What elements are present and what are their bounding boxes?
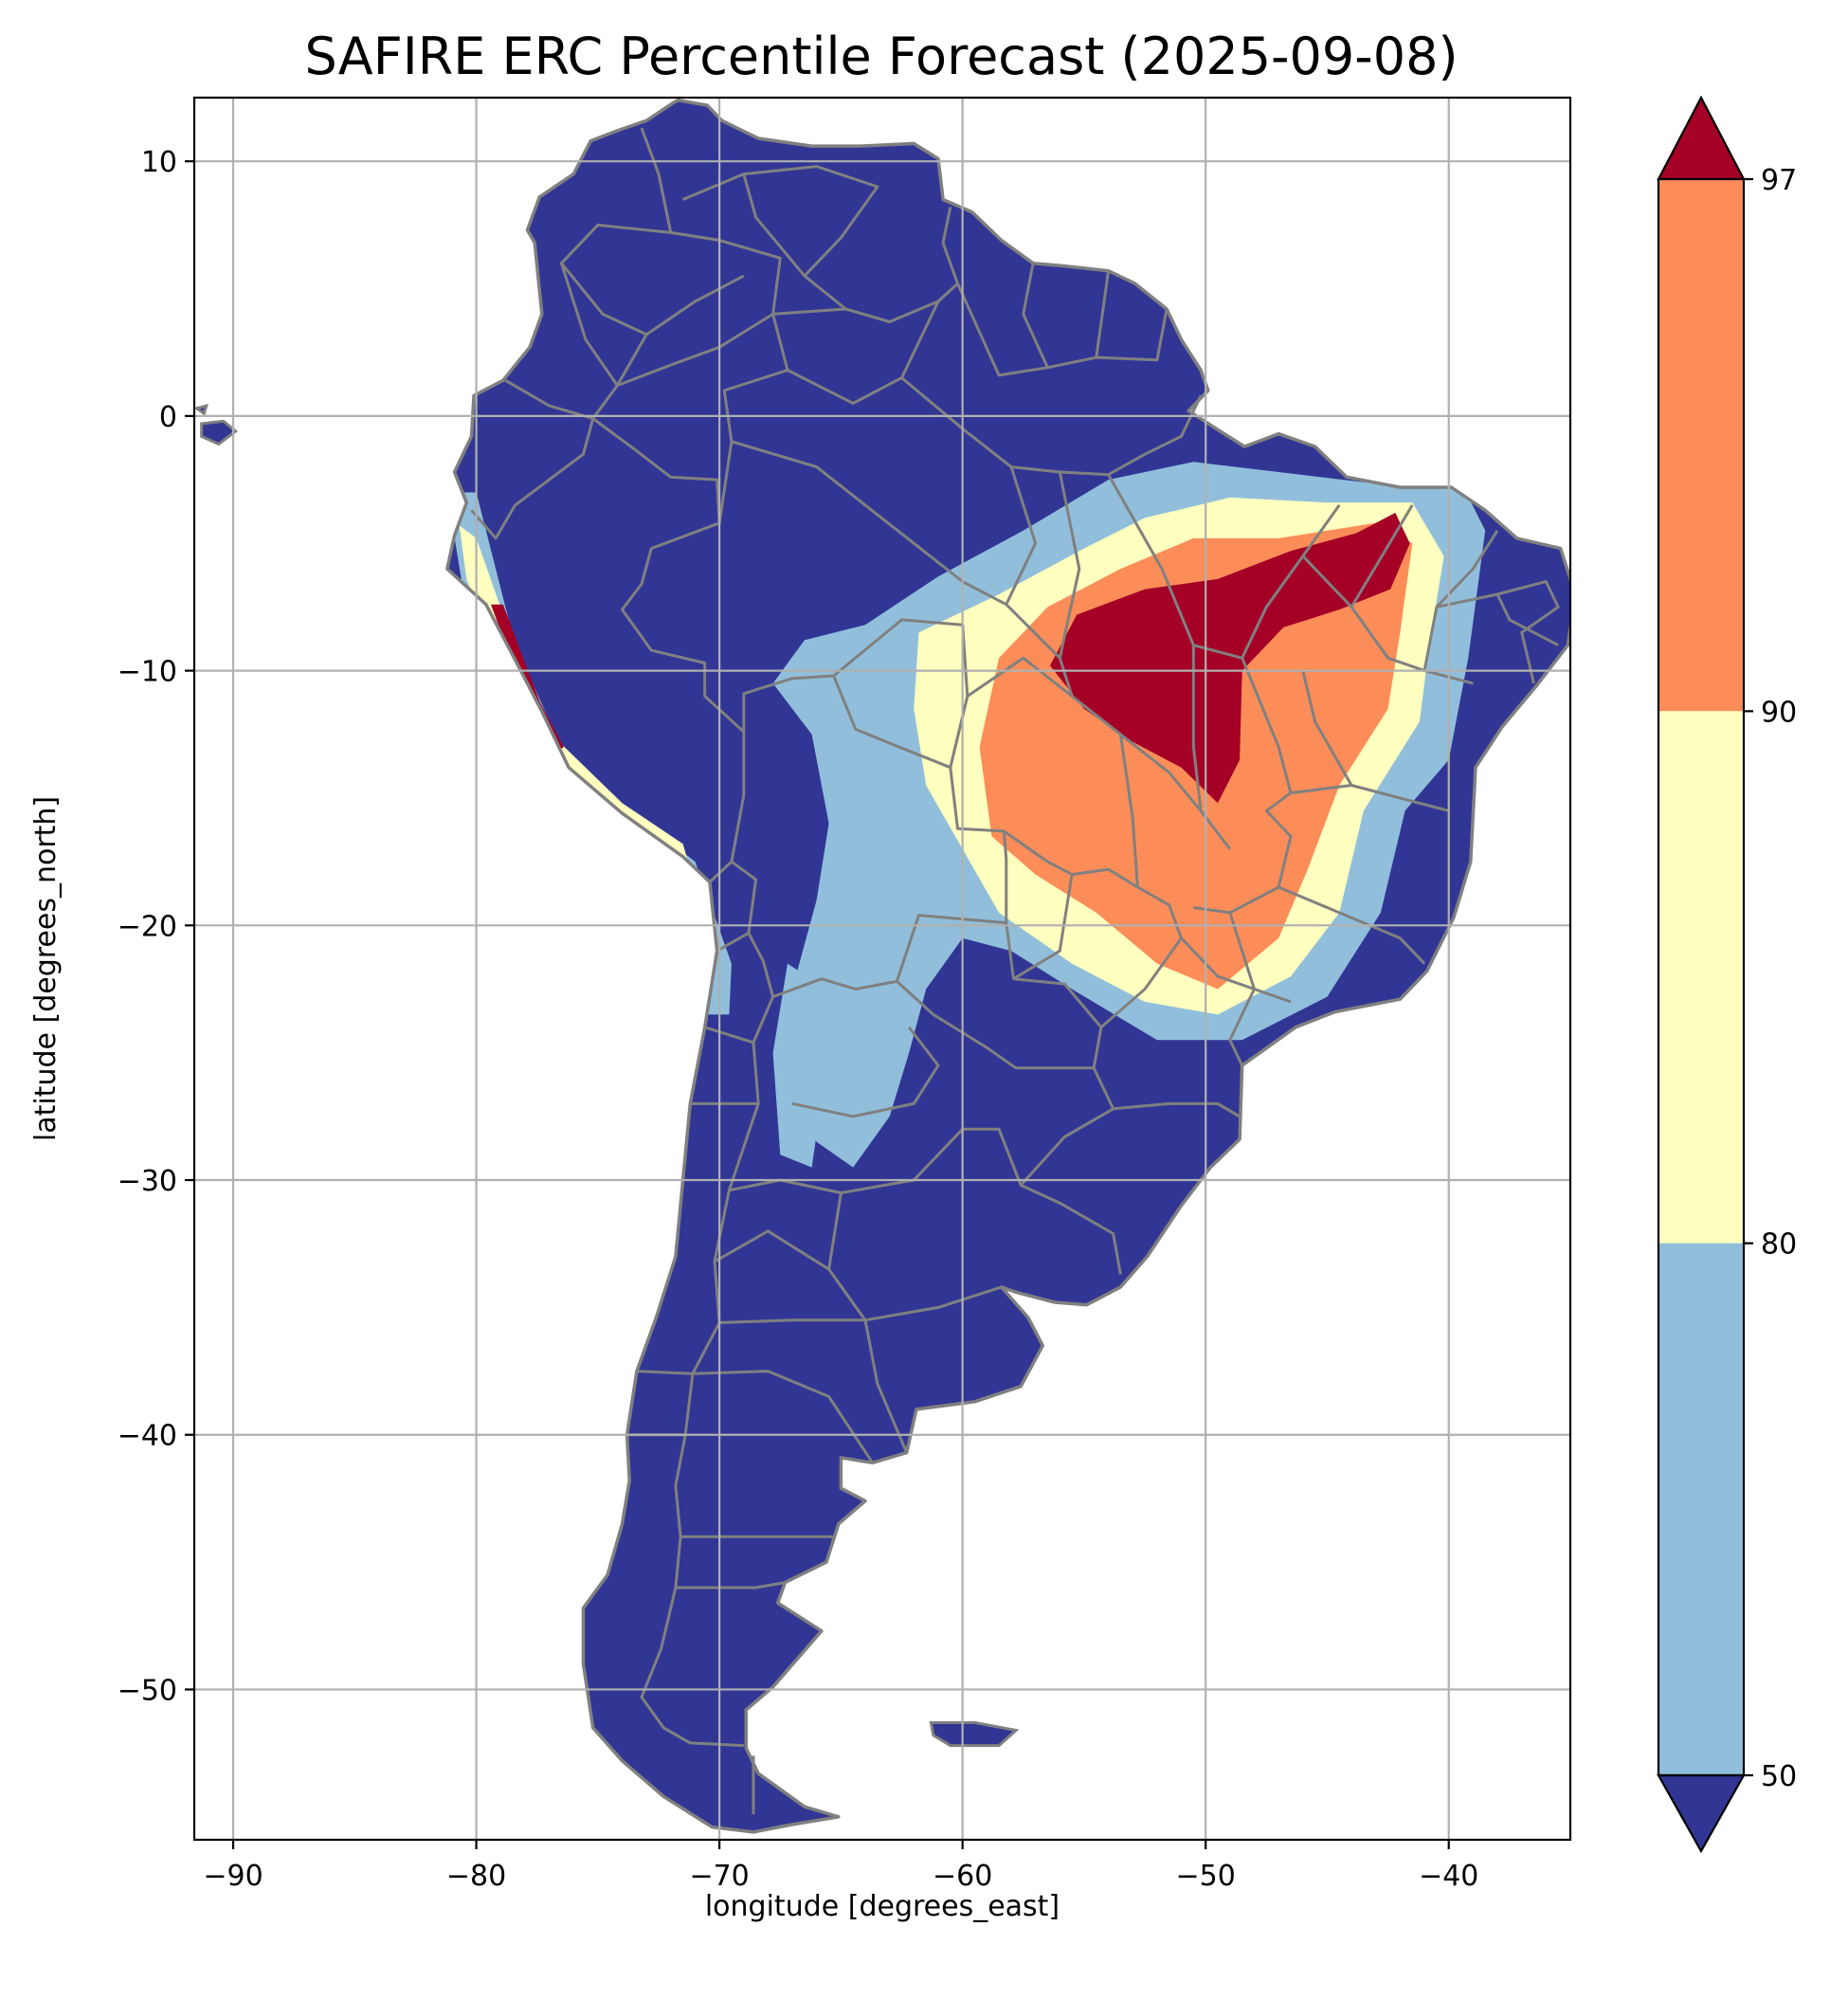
admin-border-line — [559, 263, 774, 388]
x-ticks: −90 −80 −70 −60 −50 −40 — [203, 1840, 1478, 1893]
y-tick-label: 10 — [141, 146, 177, 179]
admin-border-line — [1290, 784, 1450, 812]
admin-border-line — [1058, 471, 1081, 659]
y-tick-label: −40 — [118, 1420, 177, 1453]
admin-border-line — [692, 1370, 874, 1464]
admin-border-line — [1301, 554, 1474, 685]
chaco-light-region — [772, 963, 826, 1168]
admin-border-line — [719, 1285, 1003, 1324]
y-tick-label: −30 — [118, 1165, 177, 1198]
coastline — [445, 98, 1570, 1834]
admin-border-line — [787, 300, 940, 405]
admin-border-line — [1095, 270, 1111, 358]
x-tick-label: −50 — [1176, 1860, 1236, 1893]
colorbar-tick-label: 97 — [1761, 164, 1797, 197]
admin-border-line — [1012, 874, 1074, 980]
admin-border-line — [716, 932, 750, 953]
admin-border-line — [591, 334, 648, 420]
gridlines — [194, 98, 1570, 1840]
admin-border-line — [640, 996, 774, 1748]
x-tick-label: −80 — [446, 1860, 506, 1893]
colorbar-band-50-80 — [1658, 1243, 1744, 1775]
map-axes: −90 −80 −70 −60 −50 −40 10 0 −10 −20 −30 −40 −50 lo… — [29, 96, 1572, 1923]
colorbar-band-80-90 — [1658, 711, 1744, 1244]
colorbar: 50 80 90 97 — [1657, 95, 1797, 1854]
chart-title: SAFIRE ERC Percentile Forecast (2025-09-… — [304, 27, 1458, 86]
colorbar-ticks: 50 80 90 97 — [1744, 164, 1797, 1793]
galapagos-islands — [194, 403, 239, 446]
y-axis-label: latitude [degrees_north] — [29, 796, 63, 1141]
admin-border-line — [714, 1229, 830, 1271]
admin-border-line — [742, 173, 806, 278]
andes-strip-yellow — [459, 525, 691, 870]
x-axis-label: longitude [degrees_east] — [705, 1890, 1060, 1923]
admin-border-line — [1301, 670, 1353, 787]
admin-border-line — [900, 376, 1203, 477]
y-ticks: 10 0 −10 −20 −30 −40 −50 — [118, 146, 194, 1707]
admin-border-line — [1113, 1101, 1241, 1118]
colorbar-tick-label: 80 — [1761, 1228, 1797, 1262]
colorbar-frame — [1657, 177, 1746, 1777]
admin-border-line — [675, 1581, 786, 1590]
colorbar-tick-label: 50 — [1761, 1760, 1797, 1793]
admin-border-line — [636, 1370, 693, 1375]
admin-border-line — [791, 1026, 940, 1118]
admin-border-line — [731, 674, 1008, 999]
admin-border-line — [1350, 504, 1414, 609]
admin-border-line — [704, 1026, 754, 1045]
admin-border-line — [1022, 263, 1049, 369]
colorbar-band-90-97 — [1658, 179, 1744, 712]
admin-border-line — [1436, 580, 1560, 684]
y-tick-label: −20 — [118, 910, 177, 943]
x-tick-label: −40 — [1419, 1860, 1478, 1893]
admin-border-line — [1118, 734, 1139, 888]
admin-border-line — [1495, 593, 1559, 647]
admin-border-line — [731, 440, 1074, 697]
x-tick-label: −70 — [689, 1860, 749, 1893]
admin-border-line — [1193, 504, 1341, 660]
admin-border-line — [1005, 466, 1038, 606]
admin-border-line — [956, 282, 1169, 377]
colorbar-extend-high — [1657, 95, 1746, 181]
map-frame — [192, 96, 1572, 1842]
admin-borders — [470, 127, 1560, 1815]
admin-border-line — [559, 223, 745, 336]
y-tick-label: −50 — [118, 1674, 177, 1707]
x-tick-label: −90 — [203, 1860, 263, 1893]
region-above-97 — [1050, 513, 1410, 804]
colorbar-extend-low — [1657, 1773, 1746, 1854]
admin-border-line — [1422, 529, 1499, 671]
colorbar-tick-label: 90 — [1761, 696, 1797, 729]
falkland-islands — [929, 1720, 1020, 1748]
x-tick-label: −60 — [933, 1860, 992, 1893]
admin-border-line — [591, 417, 746, 883]
y-tick-label: −10 — [118, 656, 177, 689]
admin-border-line — [470, 379, 595, 540]
admin-border-line — [1193, 657, 1293, 915]
y-tick-label: 0 — [159, 401, 177, 434]
